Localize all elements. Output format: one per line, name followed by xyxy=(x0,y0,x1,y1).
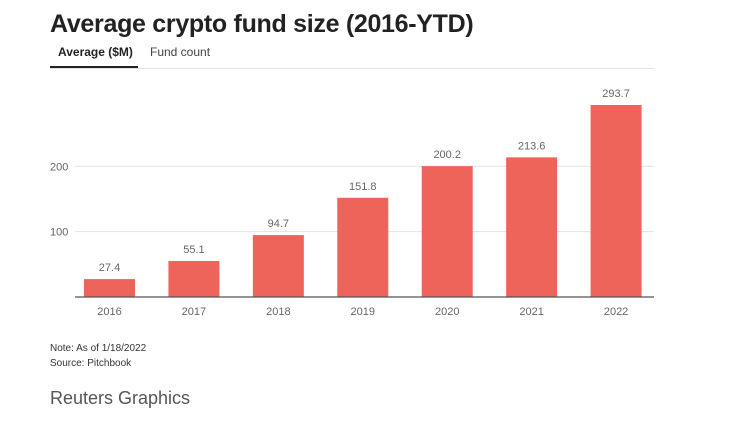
data-label: 200.2 xyxy=(433,149,461,161)
chart-note: Note: As of 1/18/2022 Source: Pitchbook xyxy=(50,341,146,371)
bar-chart: 100 200 27.4 2016 55.1 2017 94.7 2018 151.8 2019 2… xyxy=(50,88,654,318)
x-tick-label: 2018 xyxy=(266,306,290,318)
credit-text: Reuters Graphics xyxy=(50,388,191,408)
x-tick-label: 2017 xyxy=(182,306,206,318)
bar-2016 xyxy=(84,279,135,297)
data-label: 55.1 xyxy=(183,244,204,256)
bar-2022 xyxy=(590,105,642,297)
tab-fund-count[interactable]: Fund count xyxy=(150,45,211,59)
bar-2019 xyxy=(337,197,389,297)
x-tick-label: 2020 xyxy=(435,306,459,318)
chart-tabs: Average ($M) Fund count xyxy=(50,40,654,69)
x-tick-label: 2022 xyxy=(604,306,628,318)
bar-2020 xyxy=(421,166,473,297)
data-label: 151.8 xyxy=(349,181,377,193)
data-label: 293.7 xyxy=(602,88,630,100)
note-text: Note: As of 1/18/2022 xyxy=(50,343,147,354)
y-tick-label: 200 xyxy=(50,161,68,173)
y-tick-label: 100 xyxy=(50,227,68,239)
bar-2021 xyxy=(506,157,558,297)
bar-2018 xyxy=(252,235,304,297)
source-text: Source: Pitchbook xyxy=(50,358,132,369)
x-tick-label: 2019 xyxy=(351,306,375,318)
bar-2017 xyxy=(168,260,220,297)
chart-title: Average crypto fund size (2016-YTD) xyxy=(50,10,474,38)
x-tick-label: 2016 xyxy=(97,306,121,318)
data-label: 94.7 xyxy=(268,218,289,230)
data-label: 213.6 xyxy=(518,140,546,152)
tab-average[interactable]: Average ($M) xyxy=(50,45,138,68)
data-label: 27.4 xyxy=(99,262,120,274)
x-tick-label: 2021 xyxy=(519,306,543,318)
